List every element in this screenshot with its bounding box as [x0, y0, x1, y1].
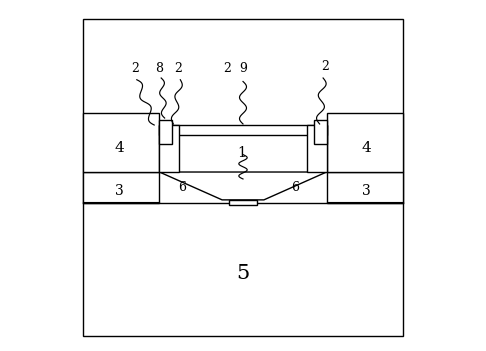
Text: 6: 6	[291, 181, 299, 194]
Bar	[83, 172, 159, 203]
Bar	[308, 125, 327, 172]
Bar	[229, 200, 257, 205]
Text: 7: 7	[161, 155, 169, 168]
Bar	[159, 125, 327, 135]
Text: 2: 2	[131, 61, 139, 74]
Bar	[159, 125, 178, 172]
Text: 2: 2	[321, 60, 329, 73]
Text: 4: 4	[115, 141, 124, 155]
Text: 2: 2	[174, 61, 183, 74]
Bar	[314, 120, 327, 144]
Bar	[327, 172, 403, 203]
Text: 7: 7	[314, 155, 322, 168]
Text: 9: 9	[239, 61, 247, 74]
Text: 4: 4	[362, 141, 371, 155]
Text: 6: 6	[178, 181, 186, 194]
Text: 5: 5	[236, 264, 250, 283]
Text: 8: 8	[155, 61, 163, 74]
Text: 2: 2	[224, 61, 231, 74]
Text: 3: 3	[115, 184, 124, 198]
Polygon shape	[159, 172, 327, 200]
Bar	[159, 120, 172, 144]
Bar	[327, 113, 403, 172]
Text: 3: 3	[362, 184, 371, 198]
Text: 1: 1	[237, 146, 246, 160]
Bar	[83, 113, 159, 172]
